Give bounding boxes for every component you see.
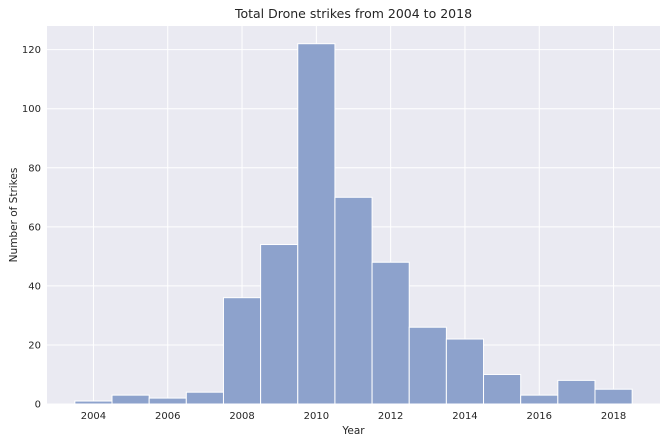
histogram-bar (297, 43, 336, 405)
histogram-bar (445, 338, 485, 405)
x-tick-label: 2014 (452, 411, 477, 422)
x-tick-label: 2008 (229, 411, 254, 422)
y-tick-label: 80 (28, 163, 41, 174)
x-tick-label: 2018 (601, 411, 626, 422)
x-tick-label: 2012 (378, 411, 403, 422)
x-tick-label: 2004 (81, 411, 106, 422)
y-tick-label: 0 (35, 400, 41, 411)
histogram-bar (74, 400, 113, 405)
y-tick-label: 60 (28, 222, 41, 233)
histogram-bar (557, 379, 596, 405)
histogram-bar (260, 244, 299, 405)
x-tick-label: 2006 (155, 411, 180, 422)
x-tick-label: 2016 (527, 411, 552, 422)
y-axis-label: Number of Strikes (8, 168, 20, 263)
y-tick-label: 120 (22, 45, 41, 56)
histogram-bar (520, 394, 559, 405)
x-tick-labels: 2004 2006 2008 2010 2012 2014 2016 2018 (81, 411, 627, 422)
chart-title: Total Drone strikes from 2004 to 2018 (234, 6, 472, 21)
histogram-bar (594, 388, 633, 405)
histogram-bar (483, 373, 522, 405)
y-tick-labels: 0 20 40 60 80 100 120 (22, 45, 41, 410)
histogram-bar (185, 391, 224, 405)
histogram-bar (222, 297, 262, 405)
x-tick-label: 2010 (304, 411, 329, 422)
y-tick-label: 20 (28, 340, 41, 351)
histogram-bar (371, 261, 410, 405)
histogram-bar (111, 394, 150, 405)
y-tick-label: 100 (22, 104, 41, 115)
y-tick-label: 40 (28, 281, 41, 292)
histogram-bar (148, 397, 187, 405)
bars (74, 43, 633, 405)
histogram-bar (334, 196, 373, 405)
x-axis-label: Year (341, 425, 365, 437)
histogram-bar (408, 326, 447, 405)
